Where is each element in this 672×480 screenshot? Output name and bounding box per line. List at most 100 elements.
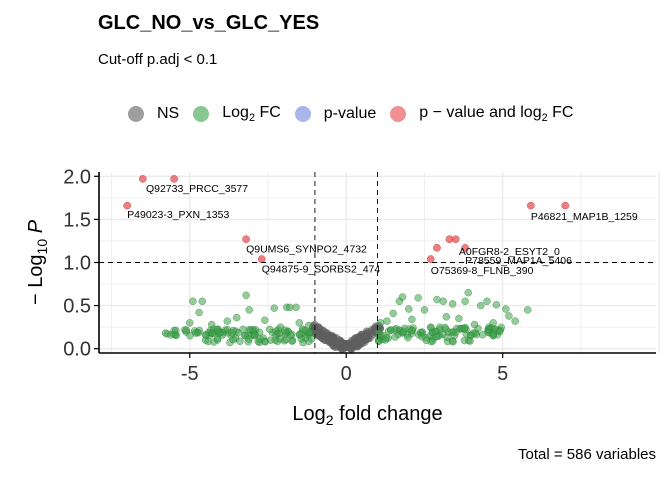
fc-point [489, 319, 498, 327]
fc-point [299, 338, 307, 347]
fc-point [470, 320, 479, 329]
fc-point [195, 308, 203, 317]
fc-point [460, 324, 468, 333]
legend-both-label: p − value and log2 FC [419, 103, 574, 125]
point-label: Q92733_PRCC_3577 [146, 183, 248, 195]
legend-pvalue: p-value [294, 105, 377, 123]
fc-point [414, 294, 422, 302]
significant-point [433, 243, 441, 252]
fc-point [242, 291, 250, 300]
y-tick-label: 1.5 [63, 209, 91, 231]
y-tick-label: 2.0 [63, 166, 91, 188]
significant-point [123, 201, 132, 210]
chart-caption: Total = 586 variables [517, 446, 656, 463]
point-label: Q9UMS6_SYNPO2_4732 [246, 244, 367, 256]
ns-point [315, 330, 323, 339]
fc-point [375, 337, 383, 346]
fc-point [495, 327, 504, 336]
fc-point [201, 331, 210, 339]
fc-point [442, 313, 451, 321]
fc-point [276, 323, 285, 331]
fc-point [191, 329, 200, 337]
fc-point [477, 301, 485, 310]
fc-point [295, 319, 304, 327]
x-tick-label: -5 [181, 363, 199, 385]
legend-pvalue-label: p-value [323, 105, 377, 122]
significant-point [426, 255, 435, 263]
fc-point [251, 325, 260, 334]
fc-point [418, 332, 426, 341]
fc-point [288, 336, 297, 345]
legend-pvalue-swatch [294, 106, 311, 122]
fc-point [391, 333, 399, 341]
fc-point [426, 323, 435, 331]
fc-point [245, 335, 253, 343]
legend-both: p − value and log2 FC [390, 104, 573, 124]
significant-point [561, 201, 570, 210]
fc-point [276, 334, 284, 343]
fc-point [209, 329, 217, 338]
fc-point [471, 329, 480, 337]
fc-point [182, 326, 190, 334]
ns-point [366, 334, 374, 343]
fc-point [286, 303, 294, 312]
ns-point [341, 339, 349, 348]
fc-point [455, 314, 463, 323]
fc-point [398, 293, 407, 301]
significant-point [242, 235, 250, 244]
fc-point [207, 320, 216, 329]
fc-point [189, 297, 197, 306]
fc-point [223, 317, 232, 325]
significant-point [138, 175, 147, 183]
fc-point [204, 337, 212, 346]
point-label: Q94875-9_SORBS2_474 [262, 263, 381, 275]
chart-subtitle: Cut-off p.adj < 0.1 [98, 51, 218, 68]
fc-point [511, 317, 519, 325]
fc-point [443, 333, 451, 342]
fc-point [441, 323, 449, 332]
legend: NS Log2 FC p-value p − value and log2 FC [128, 101, 587, 127]
fc-point [439, 297, 447, 306]
fc-point [213, 336, 222, 344]
fc-point [261, 316, 269, 324]
fc-point [523, 306, 532, 314]
fc-point [304, 321, 313, 330]
fc-point [389, 309, 397, 318]
point-labels: Q92733_PRCC_3577 P49023-3_PXN_1353 Q9UMS6_… [127, 183, 638, 277]
point-label: A0FGR8-2_ESYT2_0 [459, 246, 560, 258]
legend-log2fc: Log2 FC [193, 104, 281, 124]
fc-point [502, 305, 510, 313]
ns-point [327, 338, 335, 346]
fc-point [433, 295, 441, 304]
fc-points [161, 288, 532, 347]
fc-point [382, 334, 390, 342]
fc-point [420, 306, 429, 314]
fc-point [404, 333, 412, 342]
fc-point [387, 326, 395, 334]
y-tick-label: 0.0 [63, 339, 91, 361]
fc-point [229, 335, 237, 344]
significant-point [170, 175, 178, 183]
fc-point [265, 325, 274, 334]
fc-point [484, 328, 492, 337]
x-axis-label: Log2 fold change [292, 403, 442, 428]
fc-point [492, 300, 501, 309]
y-axis-label: − Log10 P [25, 219, 50, 305]
fc-point [449, 338, 457, 346]
legend-ns: NS [128, 105, 179, 123]
significant-point [526, 201, 535, 210]
point-label: P46821_MAP1B_1259 [531, 211, 638, 223]
legend-both-swatch [390, 106, 407, 122]
fc-point [461, 297, 469, 306]
fc-point [464, 288, 472, 297]
significant-point [257, 255, 266, 263]
fc-point [460, 336, 469, 345]
significant-point [451, 235, 460, 244]
fc-point [405, 305, 413, 313]
fc-point [383, 317, 391, 325]
point-label: O75369-8_FLNB_390 [431, 265, 534, 277]
fc-point [483, 297, 491, 306]
x-tick-label: 5 [497, 363, 508, 385]
fc-point [448, 300, 457, 308]
